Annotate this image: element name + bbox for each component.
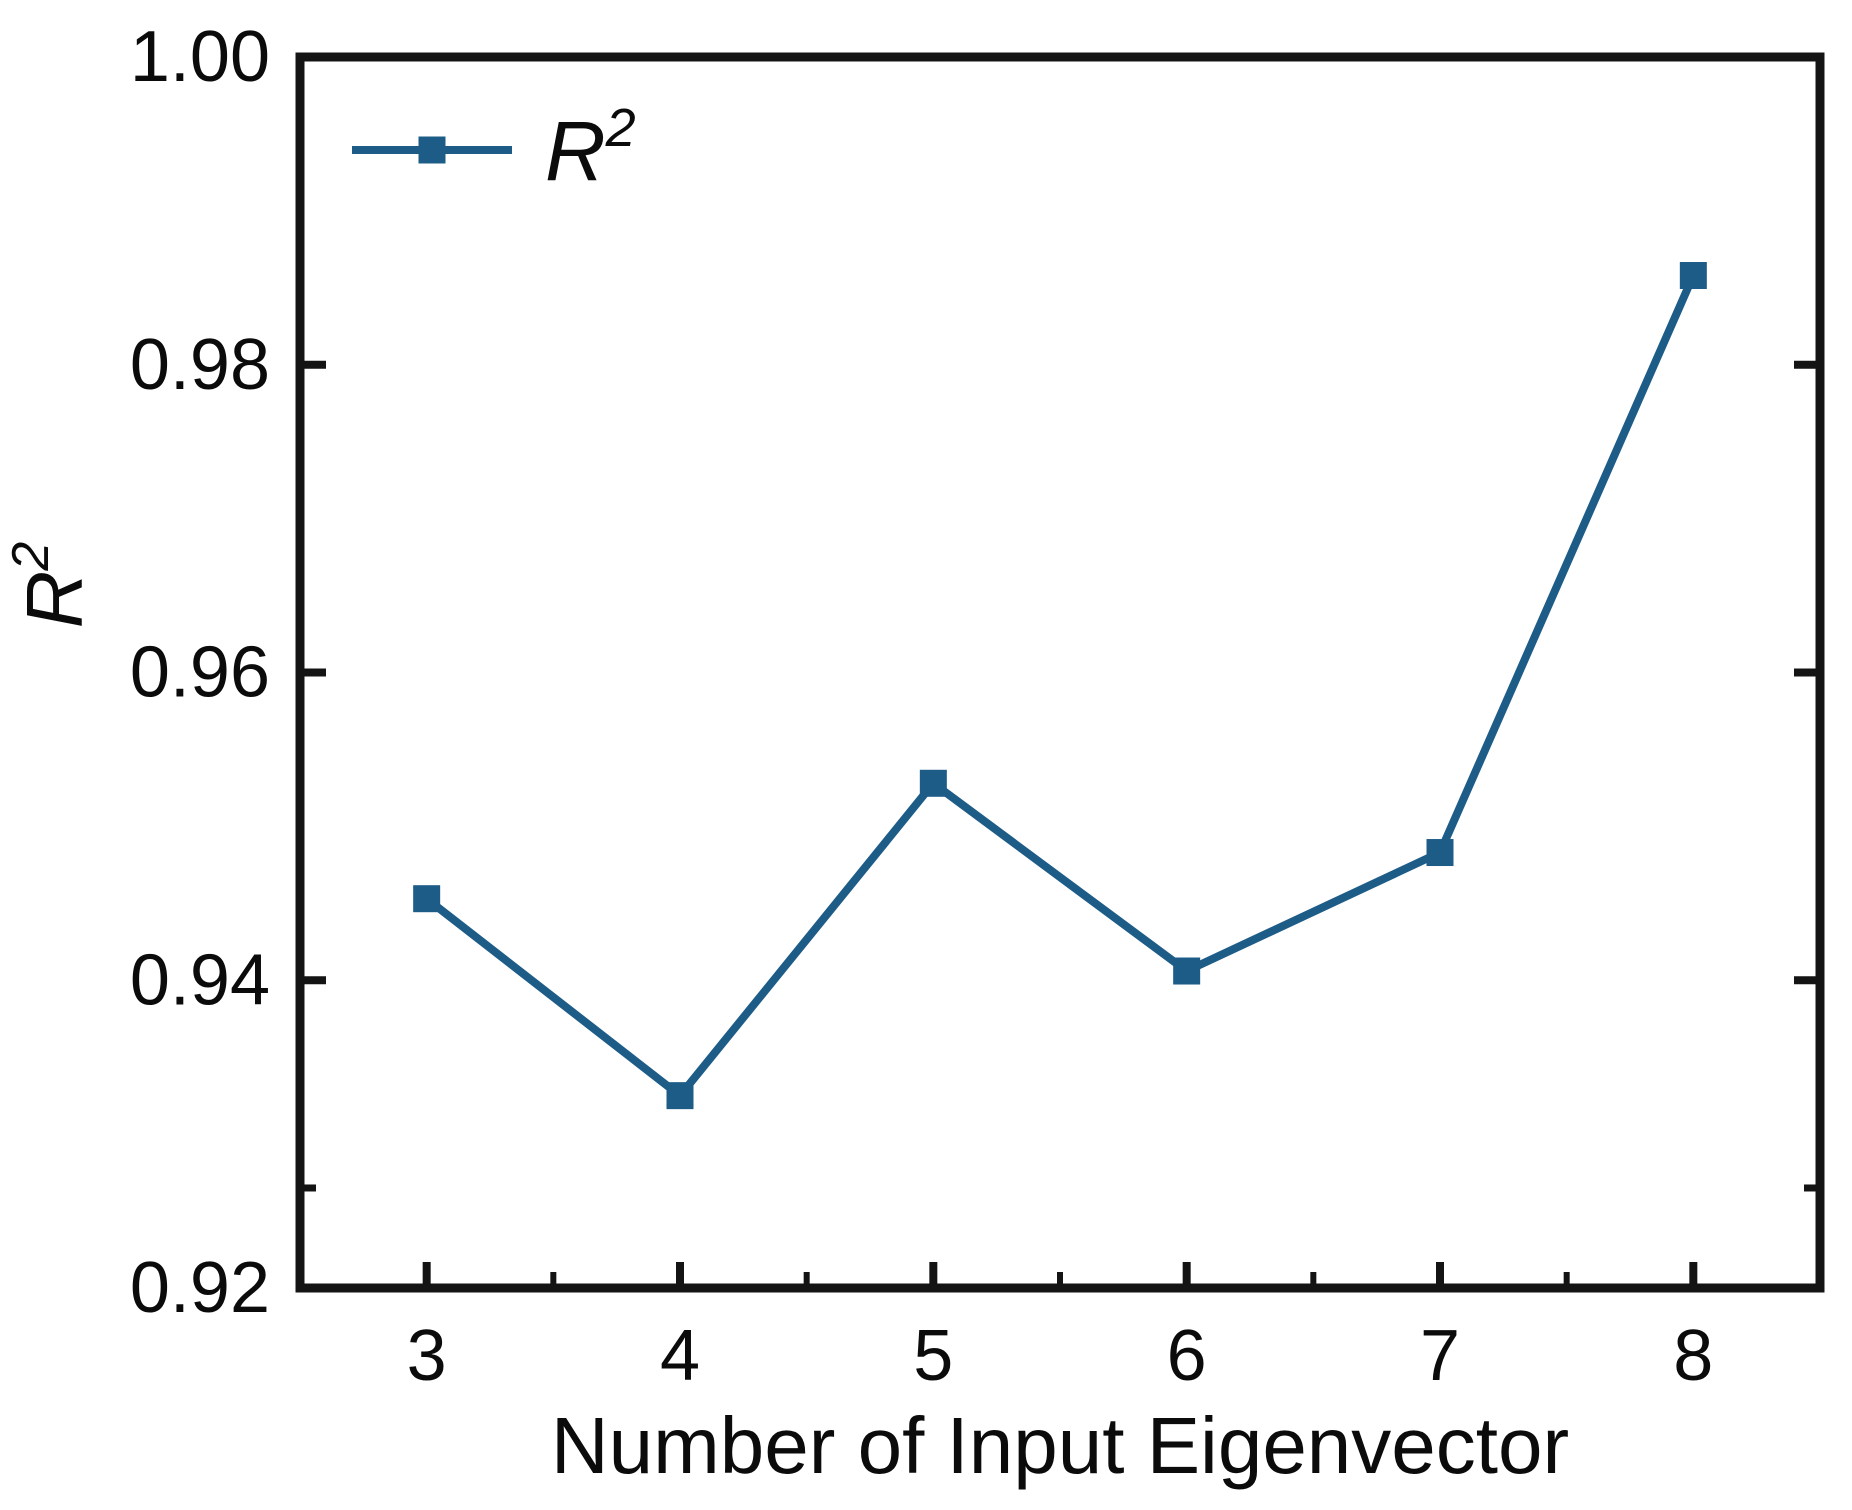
data-point-marker [1173, 957, 1201, 985]
series-line [424, 273, 1697, 1102]
y-tick-label: 1.00 [130, 17, 270, 97]
data-point-marker [413, 885, 441, 913]
data-series [413, 262, 1707, 1110]
legend: R2 [352, 98, 636, 198]
x-tick-label: 8 [1673, 1316, 1713, 1396]
legend-marker [418, 136, 446, 164]
x-tick-label: 3 [407, 1316, 447, 1396]
legend-label: R2 [545, 98, 636, 198]
x-tick-label: 7 [1420, 1316, 1460, 1396]
x-axis-label: Number of Input Eigenvector [551, 1401, 1569, 1490]
y-tick-label: 0.96 [130, 633, 270, 713]
x-tick-label: 4 [660, 1316, 700, 1396]
y-tick-label: 0.92 [130, 1248, 270, 1328]
y-axis-label: R2 [2, 542, 99, 629]
y-tick-label: 0.98 [130, 325, 270, 405]
data-point-marker [1679, 262, 1707, 290]
x-tick-label: 5 [913, 1316, 953, 1396]
y-tick-label: 0.94 [130, 940, 270, 1020]
plot-frame [295, 52, 1825, 1293]
data-point-marker [919, 769, 947, 797]
data-point-marker [666, 1082, 694, 1110]
data-point-marker [1426, 839, 1454, 867]
axis-tick-labels: 3 4 5 6 7 8 0.92 0.94 0.96 0.98 1.00 [130, 17, 1713, 1396]
x-tick-label: 6 [1167, 1316, 1207, 1396]
